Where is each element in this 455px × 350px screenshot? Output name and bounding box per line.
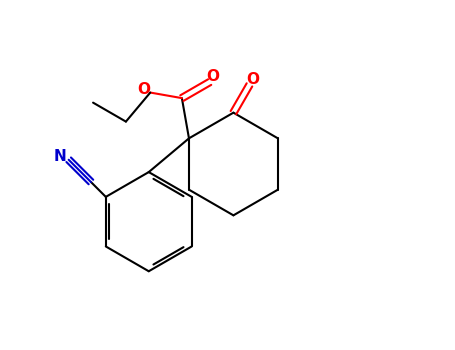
Text: O: O [246, 71, 259, 86]
Text: N: N [54, 149, 66, 164]
Text: O: O [137, 82, 150, 97]
Text: O: O [206, 69, 219, 84]
